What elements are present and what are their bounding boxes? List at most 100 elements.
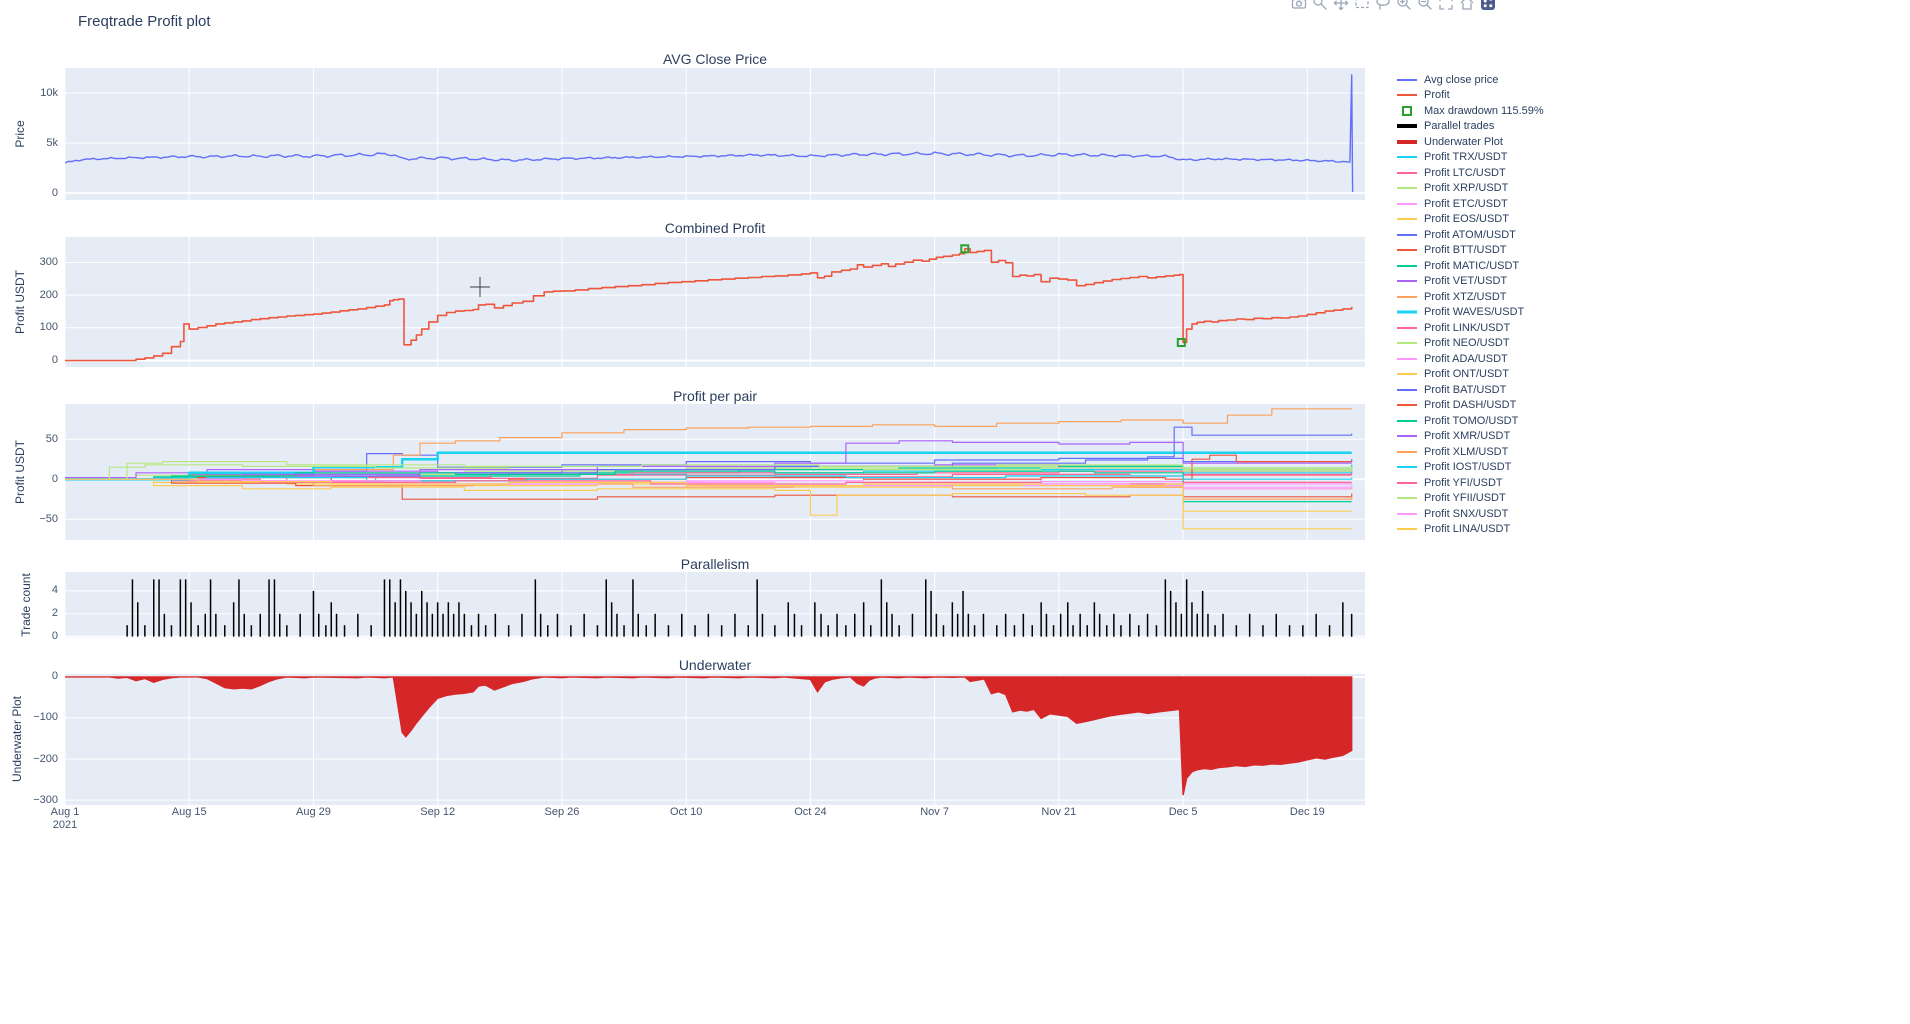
profit-per-pair-plot[interactable] [65,404,1365,540]
subplot-title-combined-profit: Combined Profit [664,220,766,236]
legend-line-swatch [1397,357,1417,360]
legend-item[interactable]: Profit YFII/USDT [1396,491,1544,507]
legend-item[interactable]: Profit WAVES/USDT [1396,305,1544,321]
plotly-logo-icon[interactable] [1479,0,1497,11]
legend-label: Parallel trades [1424,120,1495,133]
x-tick-label: Sep 26 [544,806,580,818]
legend-line-swatch [1397,497,1417,500]
legend-line-swatch [1397,404,1417,407]
legend-line-swatch [1397,124,1417,129]
zoom-out-icon[interactable] [1416,0,1434,11]
legend-line-swatch [1397,94,1417,97]
legend-item[interactable]: Profit ADA/USDT [1396,351,1544,367]
x-tick-label: Nov 7 [920,806,949,818]
legend-label: Profit TRX/USDT [1424,151,1508,164]
legend-item[interactable]: Profit IOST/USDT [1396,460,1544,476]
legend-line-swatch [1397,512,1417,515]
legend-item[interactable]: Profit EOS/USDT [1396,212,1544,228]
legend-item[interactable]: Profit YFI/USDT [1396,475,1544,491]
legend-line-swatch [1397,373,1417,376]
legend-item[interactable]: Avg close price [1396,72,1544,88]
legend-item[interactable]: Profit ATOM/USDT [1396,227,1544,243]
legend-item[interactable]: Profit LINK/USDT [1396,320,1544,336]
legend-item[interactable]: Profit VET/USDT [1396,274,1544,290]
y-tick-label: −100 [33,711,58,724]
x-tick-label: Aug 15 [171,806,207,818]
legend-line-swatch [1397,233,1417,236]
legend-item[interactable]: Profit XMR/USDT [1396,429,1544,445]
legend-label: Profit XMR/USDT [1424,430,1511,443]
y-tick-label: 100 [39,321,58,334]
legend-line-swatch [1397,326,1417,329]
y-axis-label-underwater-plot: Underwater Plot [10,695,24,783]
legend-line-swatch [1397,342,1417,345]
underwater-plot[interactable] [65,674,1365,805]
legend-item[interactable]: Profit SNX/USDT [1396,506,1544,522]
legend-item[interactable]: Underwater Plot [1396,134,1544,150]
combined-profit-plot[interactable] [65,237,1365,367]
legend-label: Profit SNX/USDT [1424,507,1509,520]
legend-item[interactable]: Profit TOMO/USDT [1396,413,1544,429]
legend-label: Profit ADA/USDT [1424,352,1508,365]
legend-item[interactable]: Profit XRP/USDT [1396,181,1544,197]
zoom-in-icon[interactable] [1395,0,1413,11]
autoscale-icon[interactable] [1437,0,1455,11]
x-tick-label: Sep 12 [420,806,456,818]
legend-label: Underwater Plot [1424,135,1503,148]
legend-label: Max drawdown 115.59% [1424,104,1544,117]
legend-item[interactable]: Max drawdown 115.59% [1396,103,1544,119]
legend-item[interactable]: Profit LINA/USDT [1396,522,1544,538]
legend-line-swatch [1397,388,1417,391]
subplot-title-parallelism: Parallelism [680,556,750,572]
plotly-modebar [1290,0,1497,11]
legend-label: Avg close price [1424,73,1499,86]
zoom-icon[interactable] [1311,0,1329,11]
legend-item[interactable]: Profit MATIC/USDT [1396,258,1544,274]
legend-line-swatch [1397,78,1417,81]
y-tick-label: 4 [51,584,58,597]
legend-label: Profit YFII/USDT [1424,492,1506,505]
y-tick-label: 0 [51,472,58,485]
legend-line-swatch [1397,171,1417,174]
box-select-icon[interactable] [1353,0,1371,11]
parallelism-plot[interactable] [65,572,1365,638]
legend-item[interactable]: Profit BTT/USDT [1396,243,1544,259]
reset-axes-icon[interactable] [1458,0,1476,11]
legend-line-swatch [1397,139,1417,144]
x-tick-label: Aug 1 2021 [50,806,80,831]
pan-icon[interactable] [1332,0,1350,11]
download-plot-icon[interactable] [1290,0,1308,11]
legend-label: Profit NEO/USDT [1424,337,1510,350]
y-tick-label: 5k [46,136,58,149]
avg-close-price-plot[interactable] [65,68,1365,200]
legend-item[interactable]: Profit DASH/USDT [1396,398,1544,414]
legend-item[interactable]: Profit TRX/USDT [1396,150,1544,166]
legend-label: Profit IOST/USDT [1424,461,1512,474]
legend-label: Profit LINK/USDT [1424,321,1511,334]
legend-item[interactable]: Profit XTZ/USDT [1396,289,1544,305]
legend-line-swatch [1397,528,1417,531]
lasso-select-icon[interactable] [1374,0,1392,11]
legend-label: Profit ATOM/USDT [1424,228,1516,241]
legend-line-swatch [1397,264,1417,267]
legend-label: Profit VET/USDT [1424,275,1508,288]
legend-label: Profit LINA/USDT [1424,523,1511,536]
legend-item[interactable]: Profit BAT/USDT [1396,382,1544,398]
x-tick-label: Nov 21 [1041,806,1077,818]
legend-item[interactable]: Profit ONT/USDT [1396,367,1544,383]
legend-item[interactable]: Profit XLM/USDT [1396,444,1544,460]
legend-label: Profit MATIC/USDT [1424,259,1520,272]
y-tick-label: 0 [51,186,58,199]
y-axis-label-trade-count: Trade count [19,573,33,637]
y-tick-label: 0 [51,353,58,366]
legend-label: Profit EOS/USDT [1424,213,1509,226]
legend-item[interactable]: Profit ETC/USDT [1396,196,1544,212]
legend-item[interactable]: Profit NEO/USDT [1396,336,1544,352]
legend-line-swatch [1397,435,1417,438]
legend-item[interactable]: Profit [1396,88,1544,104]
legend-item[interactable]: Parallel trades [1396,119,1544,135]
legend-line-swatch [1397,218,1417,221]
legend-item[interactable]: Profit LTC/USDT [1396,165,1544,181]
y-tick-label: −50 [39,512,58,525]
